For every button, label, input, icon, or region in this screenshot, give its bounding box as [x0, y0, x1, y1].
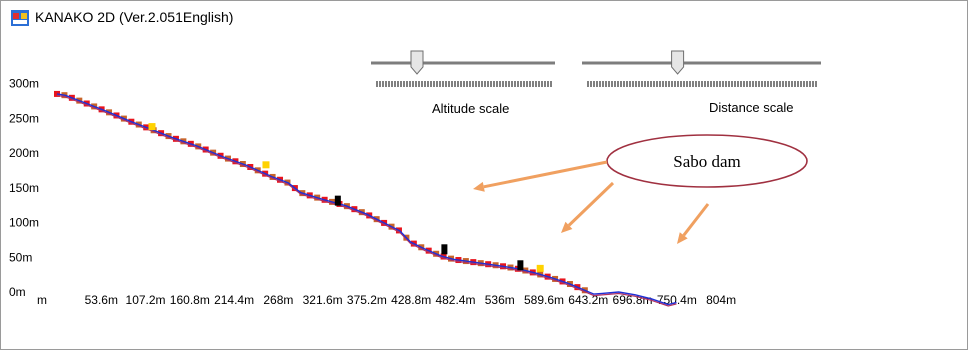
sabo-dam-marker — [334, 195, 341, 206]
arrow-shaft — [483, 160, 608, 189]
yellow-marker — [536, 264, 544, 272]
x-tick-label: 589.6m — [524, 293, 564, 307]
x-tick-label: 643.2m — [568, 293, 608, 307]
x-tick-label: m — [37, 293, 47, 307]
x-tick-label: 804m — [706, 293, 736, 307]
title-bar: KANAKO 2D (Ver.2.051English) — [1, 1, 967, 35]
y-tick-label: 250m — [9, 111, 39, 125]
altitude-scale-slider[interactable] — [371, 50, 555, 87]
altitude-scale-slider-thumb[interactable] — [410, 50, 424, 75]
arrowhead — [473, 181, 485, 192]
arrowhead — [677, 232, 688, 244]
x-tick-label: 536m — [485, 293, 515, 307]
window-title: KANAKO 2D (Ver.2.051English) — [35, 9, 234, 25]
y-tick-label: 100m — [9, 216, 39, 230]
x-tick-label: 107.2m — [126, 293, 166, 307]
distance-scale-label: Distance scale — [709, 100, 794, 115]
x-tick-label: 482.4m — [435, 293, 475, 307]
x-tick-label: 53.6m — [85, 293, 118, 307]
callout-arrow — [561, 181, 615, 233]
app-icon — [11, 10, 29, 26]
sediment-surface-line — [56, 94, 677, 307]
callout-ellipse — [606, 134, 808, 188]
y-tick-label: 200m — [9, 146, 39, 160]
altitude-scale-label: Altitude scale — [432, 101, 510, 116]
distance-scale-slider-thumb[interactable] — [671, 50, 685, 75]
arrowhead — [561, 221, 573, 233]
callout-arrow — [677, 203, 710, 244]
y-tick-label: 300m — [9, 77, 39, 91]
y-tick-label: 150m — [9, 181, 39, 195]
callout-arrow — [473, 160, 608, 192]
distance-scale-slider[interactable] — [582, 50, 821, 87]
sabo-dam-marker — [441, 244, 448, 255]
x-tick-label: 321.6m — [303, 293, 343, 307]
x-tick-label: 214.4m — [214, 293, 254, 307]
x-tick-label: 428.8m — [391, 293, 431, 307]
arrow-shaft — [682, 203, 710, 237]
y-tick-label: 50m — [9, 250, 32, 264]
x-tick-label: 160.8m — [170, 293, 210, 307]
yellow-marker — [262, 161, 270, 169]
y-tick-label: 0m — [9, 285, 26, 299]
x-tick-label: 268m — [263, 293, 293, 307]
sabo-dam-marker — [517, 260, 524, 271]
yellow-marker — [148, 123, 156, 131]
x-tick-label: 696.8m — [613, 293, 653, 307]
arrow-shaft — [567, 181, 615, 227]
x-tick-label: 375.2m — [347, 293, 387, 307]
bed-profile-line — [56, 93, 677, 306]
x-tick-label: 750.4m — [657, 293, 697, 307]
callout-label: Sabo dam — [673, 152, 741, 171]
